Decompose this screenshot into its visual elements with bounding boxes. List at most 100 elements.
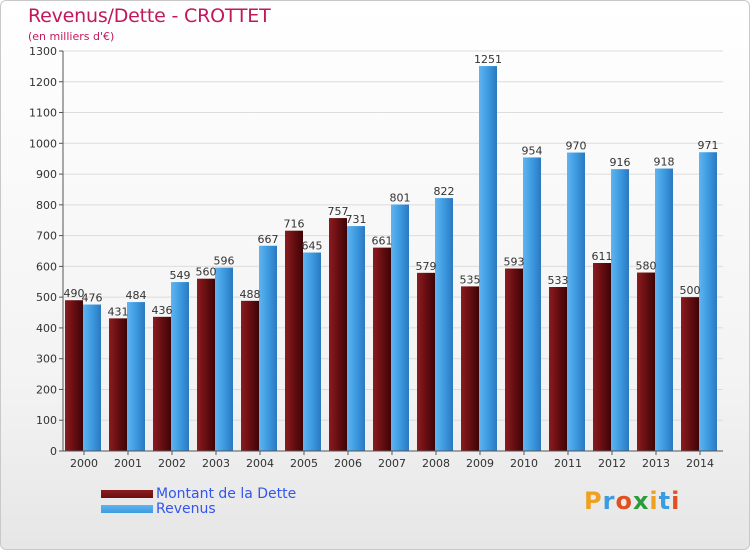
data-label-dette: 533	[548, 274, 569, 287]
bar-revenus	[347, 226, 365, 451]
data-label-revenus: 954	[522, 144, 543, 157]
y-tick-label: 400	[36, 322, 57, 335]
data-label-revenus: 970	[566, 140, 587, 153]
bar-revenus	[611, 169, 629, 451]
logo-letter: i	[649, 487, 659, 515]
x-tick-label: 2001	[114, 457, 142, 470]
x-axis: 2000 2001 2002 2003 2004 2005 2006 2007 2008 2009…	[63, 450, 723, 470]
logo-letter: i	[671, 487, 681, 515]
bar-revenus	[391, 204, 409, 451]
logo-letter: t	[658, 487, 672, 515]
bar-dette	[417, 272, 435, 451]
data-label-dette: 431	[108, 305, 129, 318]
bar-revenus	[127, 302, 145, 451]
y-tick-label: 1200	[29, 76, 57, 89]
bar-revenus	[303, 252, 321, 451]
bar-revenus	[435, 198, 453, 451]
data-label-dette: 661	[372, 235, 393, 248]
data-label-revenus: 822	[434, 185, 455, 198]
bar-dette	[461, 286, 479, 451]
logo-letter: o	[615, 487, 633, 515]
y-tick-label: 1300	[29, 45, 57, 58]
bar-revenus	[479, 66, 497, 452]
y-tick-label: 600	[36, 260, 57, 273]
bar-revenus	[259, 245, 277, 451]
x-tick-label: 2008	[422, 457, 450, 470]
data-label-dette: 757	[328, 205, 349, 218]
y-tick-label: 900	[36, 168, 57, 181]
x-tick-label: 2014	[686, 457, 714, 470]
data-label-revenus: 484	[126, 289, 147, 302]
data-label-revenus: 918	[654, 156, 675, 169]
data-label-revenus: 596	[214, 255, 235, 268]
x-tick-label: 2004	[246, 457, 274, 470]
y-tick-label: 800	[36, 199, 57, 212]
chart-subtitle: (en milliers d'€)	[28, 30, 115, 43]
x-tick-label: 2013	[642, 457, 670, 470]
x-tick-label: 2003	[202, 457, 230, 470]
y-axis: 0 100 200 300 400 500 600 700 800 900 1000 1100 1200…	[29, 45, 64, 458]
bar-dette	[593, 263, 611, 451]
logo-letter: x	[632, 487, 650, 515]
y-tick-label: 1000	[29, 137, 57, 150]
bar-dette	[681, 297, 699, 451]
y-tick-label: 0	[50, 445, 57, 458]
data-label-dette: 611	[592, 250, 613, 263]
data-label-dette: 716	[284, 218, 305, 231]
x-tick-label: 2011	[554, 457, 582, 470]
bar-dette	[285, 230, 303, 451]
data-label-revenus: 476	[82, 292, 103, 305]
logo-letter: r	[602, 487, 616, 515]
data-label-dette: 436	[152, 304, 173, 317]
chart-title: Revenus/Dette - CROTTET	[28, 5, 271, 27]
y-tick-label: 300	[36, 353, 57, 366]
bar-revenus	[655, 168, 673, 452]
data-label-revenus: 645	[302, 240, 323, 253]
bar-revenus	[523, 157, 541, 451]
legend-label-revenus: Revenus	[156, 501, 216, 517]
bar-dette	[65, 300, 83, 451]
data-label-revenus: 1251	[474, 53, 502, 66]
data-label-dette: 560	[196, 266, 217, 279]
data-label-revenus: 916	[610, 156, 631, 169]
bar-dette	[197, 278, 215, 451]
y-tick-label: 700	[36, 230, 57, 243]
x-tick-label: 2005	[290, 457, 318, 470]
data-label-dette: 488	[240, 288, 261, 301]
legend-swatch-dette	[101, 490, 153, 498]
data-label-revenus: 971	[698, 139, 719, 152]
data-label-dette: 579	[416, 260, 437, 273]
x-tick-label: 2010	[510, 457, 538, 470]
data-label-dette: 500	[680, 284, 701, 297]
bar-revenus	[699, 152, 717, 451]
bar-dette	[241, 300, 259, 451]
y-tick-label: 200	[36, 383, 57, 396]
data-label-revenus: 731	[346, 213, 367, 226]
data-label-dette: 593	[504, 256, 525, 269]
bar-dette	[549, 287, 567, 451]
bar-dette	[373, 247, 391, 451]
x-tick-label: 2009	[466, 457, 494, 470]
bar-dette	[109, 318, 127, 451]
legend-swatch-revenus	[101, 505, 153, 513]
x-tick-label: 2000	[70, 457, 98, 470]
data-label-dette: 490	[64, 287, 85, 300]
y-tick-label: 100	[36, 414, 57, 427]
legend-label-dette: Montant de la Dette	[156, 486, 297, 502]
bar-dette	[637, 272, 655, 451]
x-tick-label: 2006	[334, 457, 362, 470]
bar-revenus	[171, 282, 189, 451]
data-label-dette: 535	[460, 273, 481, 286]
data-label-revenus: 549	[170, 269, 191, 282]
data-label-revenus: 801	[390, 192, 411, 205]
data-label-dette: 580	[636, 260, 657, 273]
proxiti-logo: Proxiti	[584, 487, 680, 515]
x-tick-label: 2012	[598, 457, 626, 470]
logo-letter: P	[584, 487, 603, 515]
bar-revenus	[567, 152, 585, 452]
y-tick-label: 1100	[29, 107, 57, 120]
bar-revenus	[215, 267, 233, 451]
